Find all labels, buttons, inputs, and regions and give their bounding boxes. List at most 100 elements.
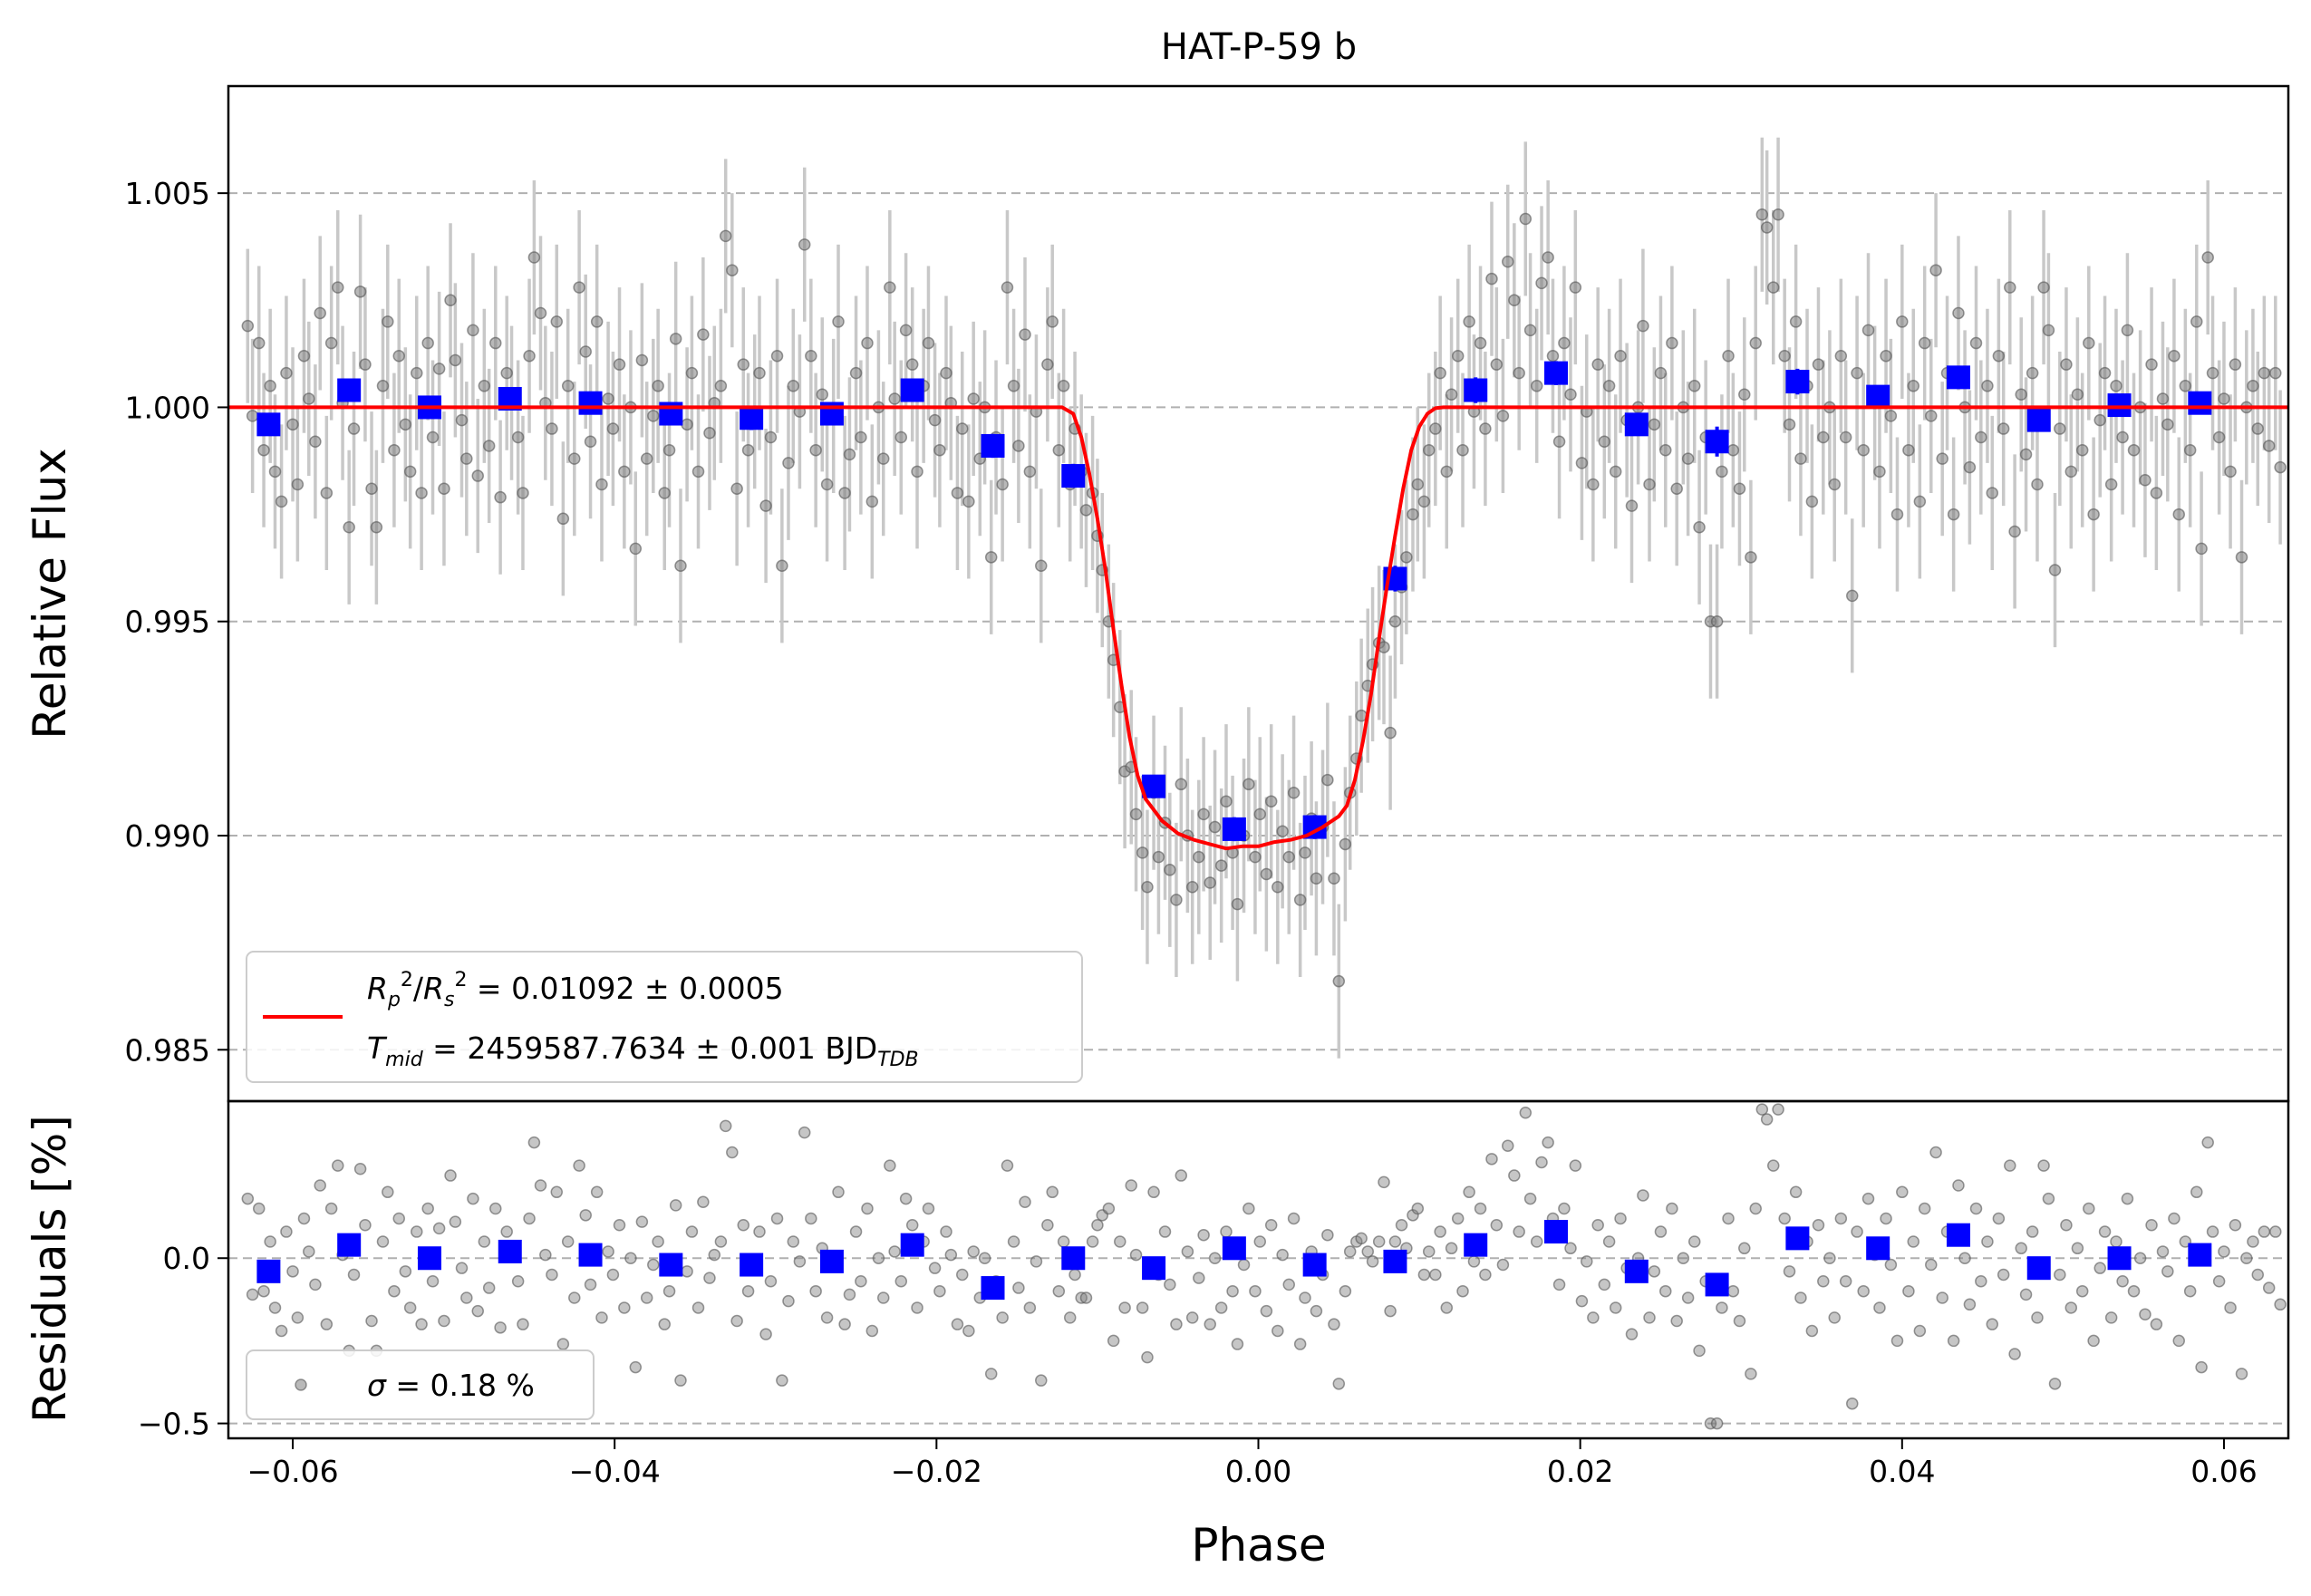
residual-raw-point (1794, 1291, 1807, 1304)
raw-point (798, 238, 811, 251)
residual-raw-point (1963, 1298, 1977, 1311)
residual-raw-point (1434, 1225, 1446, 1238)
raw-point (2212, 430, 2226, 444)
raw-point (1722, 349, 1735, 363)
raw-point (1422, 443, 1436, 457)
residual-raw-point (741, 1284, 755, 1298)
raw-point (1019, 328, 1031, 341)
binned-point (1061, 464, 1086, 488)
residual-raw-point (1839, 1275, 1852, 1288)
residual-raw-point (1975, 1275, 1987, 1288)
raw-point (2274, 460, 2287, 474)
raw-point (2116, 430, 2129, 444)
residual-raw-point (1587, 1311, 1600, 1324)
raw-point (1429, 422, 1442, 435)
residual-raw-point (703, 1272, 716, 1284)
raw-point (1666, 336, 1678, 350)
raw-point (482, 440, 496, 452)
residual-raw-point (332, 1159, 344, 1172)
flux-ytick-label: 0.985 (125, 1032, 210, 1068)
residual-raw-point (1609, 1301, 1622, 1314)
raw-point (1264, 795, 1278, 808)
residual-raw-point (1535, 1156, 1548, 1169)
raw-point (478, 380, 491, 392)
residual-raw-point (460, 1291, 473, 1304)
residual-raw-point (2161, 1265, 2174, 1278)
raw-point (1519, 212, 1533, 226)
residual-raw-point (1125, 1179, 1137, 1192)
flux-ytick-label: 0.995 (125, 605, 210, 640)
raw-point (359, 358, 372, 371)
raw-point (1817, 430, 1830, 444)
residual-raw-point (2262, 1282, 2276, 1294)
residual-raw-point (1237, 1258, 1251, 1272)
raw-point (1880, 349, 1892, 363)
residual-raw-point (978, 1252, 991, 1264)
raw-point (1035, 559, 1048, 573)
binned-point (2188, 391, 2212, 415)
residual-raw-point (820, 1311, 834, 1324)
raw-point (996, 478, 1009, 491)
raw-point (2161, 418, 2174, 431)
residual-raw-point (894, 1275, 908, 1288)
residual-raw-point (1440, 1301, 1454, 1314)
residual-raw-point (1204, 1318, 1216, 1330)
residual-raw-point (2168, 1212, 2180, 1225)
binned-point (1946, 365, 1970, 390)
residual-raw-point (1355, 1232, 1368, 1245)
raw-point (2060, 358, 2073, 371)
phase-xtick-label: −0.04 (569, 1454, 661, 1489)
raw-point (658, 487, 671, 499)
residual-raw-point (1783, 1265, 1796, 1278)
residual-raw-point (1817, 1275, 1830, 1288)
raw-point (1052, 443, 1066, 457)
raw-point (1789, 315, 1803, 328)
raw-point (967, 392, 980, 405)
raw-point (546, 422, 558, 435)
residual-ytick-label: 0.0 (163, 1241, 210, 1276)
residual-raw-point (2156, 1245, 2170, 1258)
raw-point (1902, 443, 1915, 457)
residual-raw-point (1745, 1368, 1757, 1380)
residual-raw-point (1952, 1179, 1965, 1192)
raw-point (1501, 256, 1514, 268)
residual-raw-point (1366, 1255, 1379, 1268)
raw-point (1136, 846, 1149, 859)
model-curve-group (228, 405, 2288, 851)
residual-raw-point (1147, 1185, 1160, 1199)
phase-xtick-label: −0.06 (247, 1454, 338, 1489)
raw-point (1253, 808, 1267, 821)
flux-legend-frame (246, 951, 1083, 1083)
residual-raw-point (782, 1294, 795, 1308)
residuals-panel: −0.50.0 −0.06 −0.04 −0.02 0.00 0.02 0.04 0.06 … (24, 1099, 2290, 1572)
residual-raw-point (2071, 1242, 2084, 1255)
raw-point (1287, 786, 1301, 799)
residual-raw-point (1670, 1314, 1683, 1328)
raw-point (1755, 208, 1769, 221)
residual-raw-point (264, 1235, 276, 1248)
raw-point (1197, 808, 1210, 821)
residual-binned-point (900, 1233, 924, 1257)
residual-raw-point (241, 1192, 255, 1205)
raw-point (595, 478, 608, 491)
raw-point (2150, 487, 2163, 499)
residual-raw-point (1902, 1284, 1915, 1298)
raw-point (590, 315, 604, 328)
residual-raw-point (1041, 1219, 1054, 1232)
raw-point (1440, 465, 1454, 479)
raw-point (332, 281, 344, 294)
binned-point (578, 391, 603, 415)
raw-point (764, 430, 778, 444)
residual-raw-point (2274, 1298, 2287, 1311)
residual-raw-point (2110, 1235, 2122, 1248)
raw-point (1778, 349, 1791, 363)
raw-point (669, 333, 682, 345)
raw-point (1204, 876, 1216, 889)
raw-point (1479, 422, 1492, 435)
raw-point (1738, 388, 1751, 401)
raw-point (1637, 319, 1649, 333)
raw-point (1918, 336, 1931, 350)
residual-raw-point (1857, 1284, 1870, 1298)
residual-raw-point (2235, 1368, 2248, 1380)
residual-raw-point (365, 1314, 378, 1328)
